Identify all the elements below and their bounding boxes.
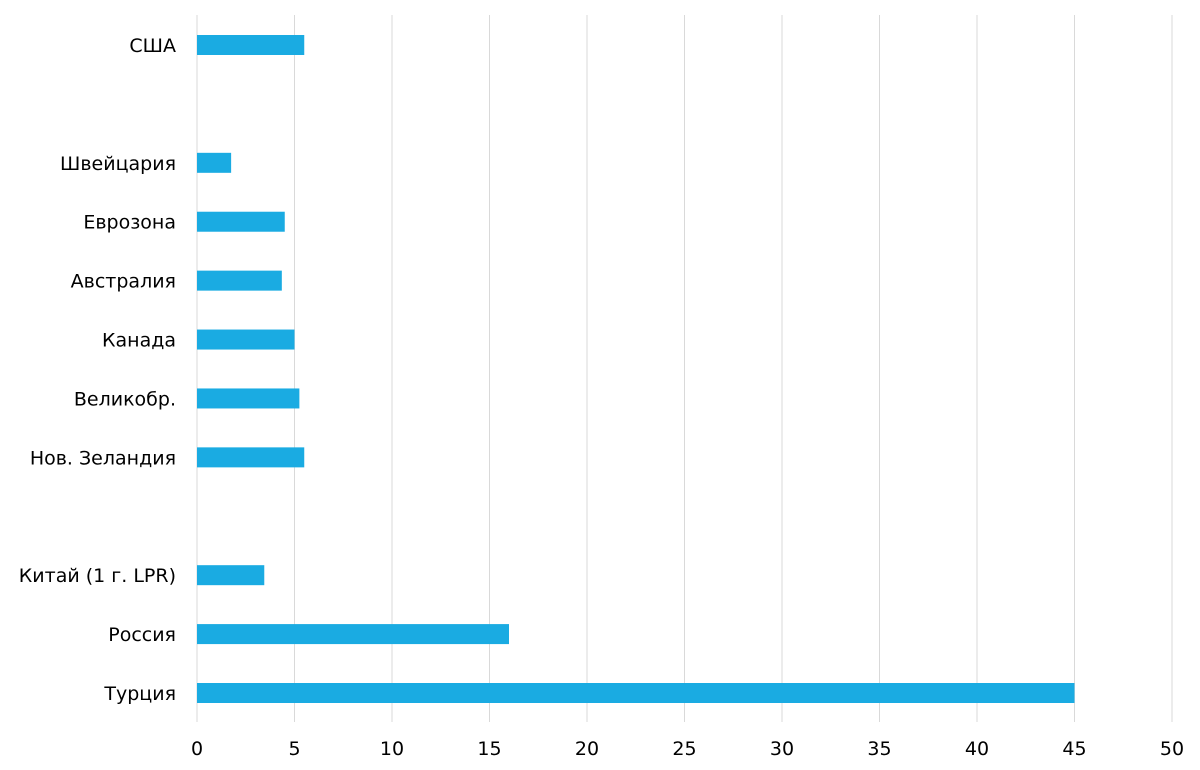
category-label: США xyxy=(129,35,176,57)
category-label: Швейцария xyxy=(60,153,176,175)
category-label: Россия xyxy=(108,624,176,646)
x-tick-label: 30 xyxy=(770,738,794,760)
x-tick-label: 20 xyxy=(575,738,599,760)
category-label: Канада xyxy=(102,330,176,352)
bar xyxy=(197,683,1075,703)
x-tick-label: 35 xyxy=(867,738,891,760)
x-tick-label: 50 xyxy=(1160,738,1184,760)
x-tick-label: 45 xyxy=(1062,738,1086,760)
category-label: Австралия xyxy=(71,271,176,293)
bar xyxy=(197,211,285,232)
x-tick-label: 15 xyxy=(477,738,501,760)
category-label: Китай (1 г. LPR) xyxy=(19,565,176,587)
bar xyxy=(197,388,300,409)
bar xyxy=(197,270,282,291)
x-tick-labels: 0 5 10 15 20 25 30 35 40 45 50 xyxy=(191,738,1184,760)
category-labels: США Швейцария Еврозона Австралия Канада Велик… xyxy=(19,35,176,705)
bar xyxy=(197,447,305,468)
category-label: Турция xyxy=(103,683,176,705)
bar xyxy=(197,329,295,350)
gridlines xyxy=(196,15,1173,722)
x-tick-label: 40 xyxy=(965,738,989,760)
category-label: Еврозона xyxy=(83,212,176,234)
bar xyxy=(197,152,232,173)
x-tick-label: 5 xyxy=(288,738,300,760)
bars xyxy=(197,35,1075,703)
bar xyxy=(197,565,265,586)
bar xyxy=(197,35,305,55)
x-tick-label: 10 xyxy=(380,738,404,760)
category-label: Великобр. xyxy=(74,388,176,410)
bar xyxy=(197,624,509,645)
x-tick-label: 25 xyxy=(672,738,696,760)
x-tick-label: 0 xyxy=(191,738,203,760)
category-label: Нов. Зеландия xyxy=(30,447,176,469)
